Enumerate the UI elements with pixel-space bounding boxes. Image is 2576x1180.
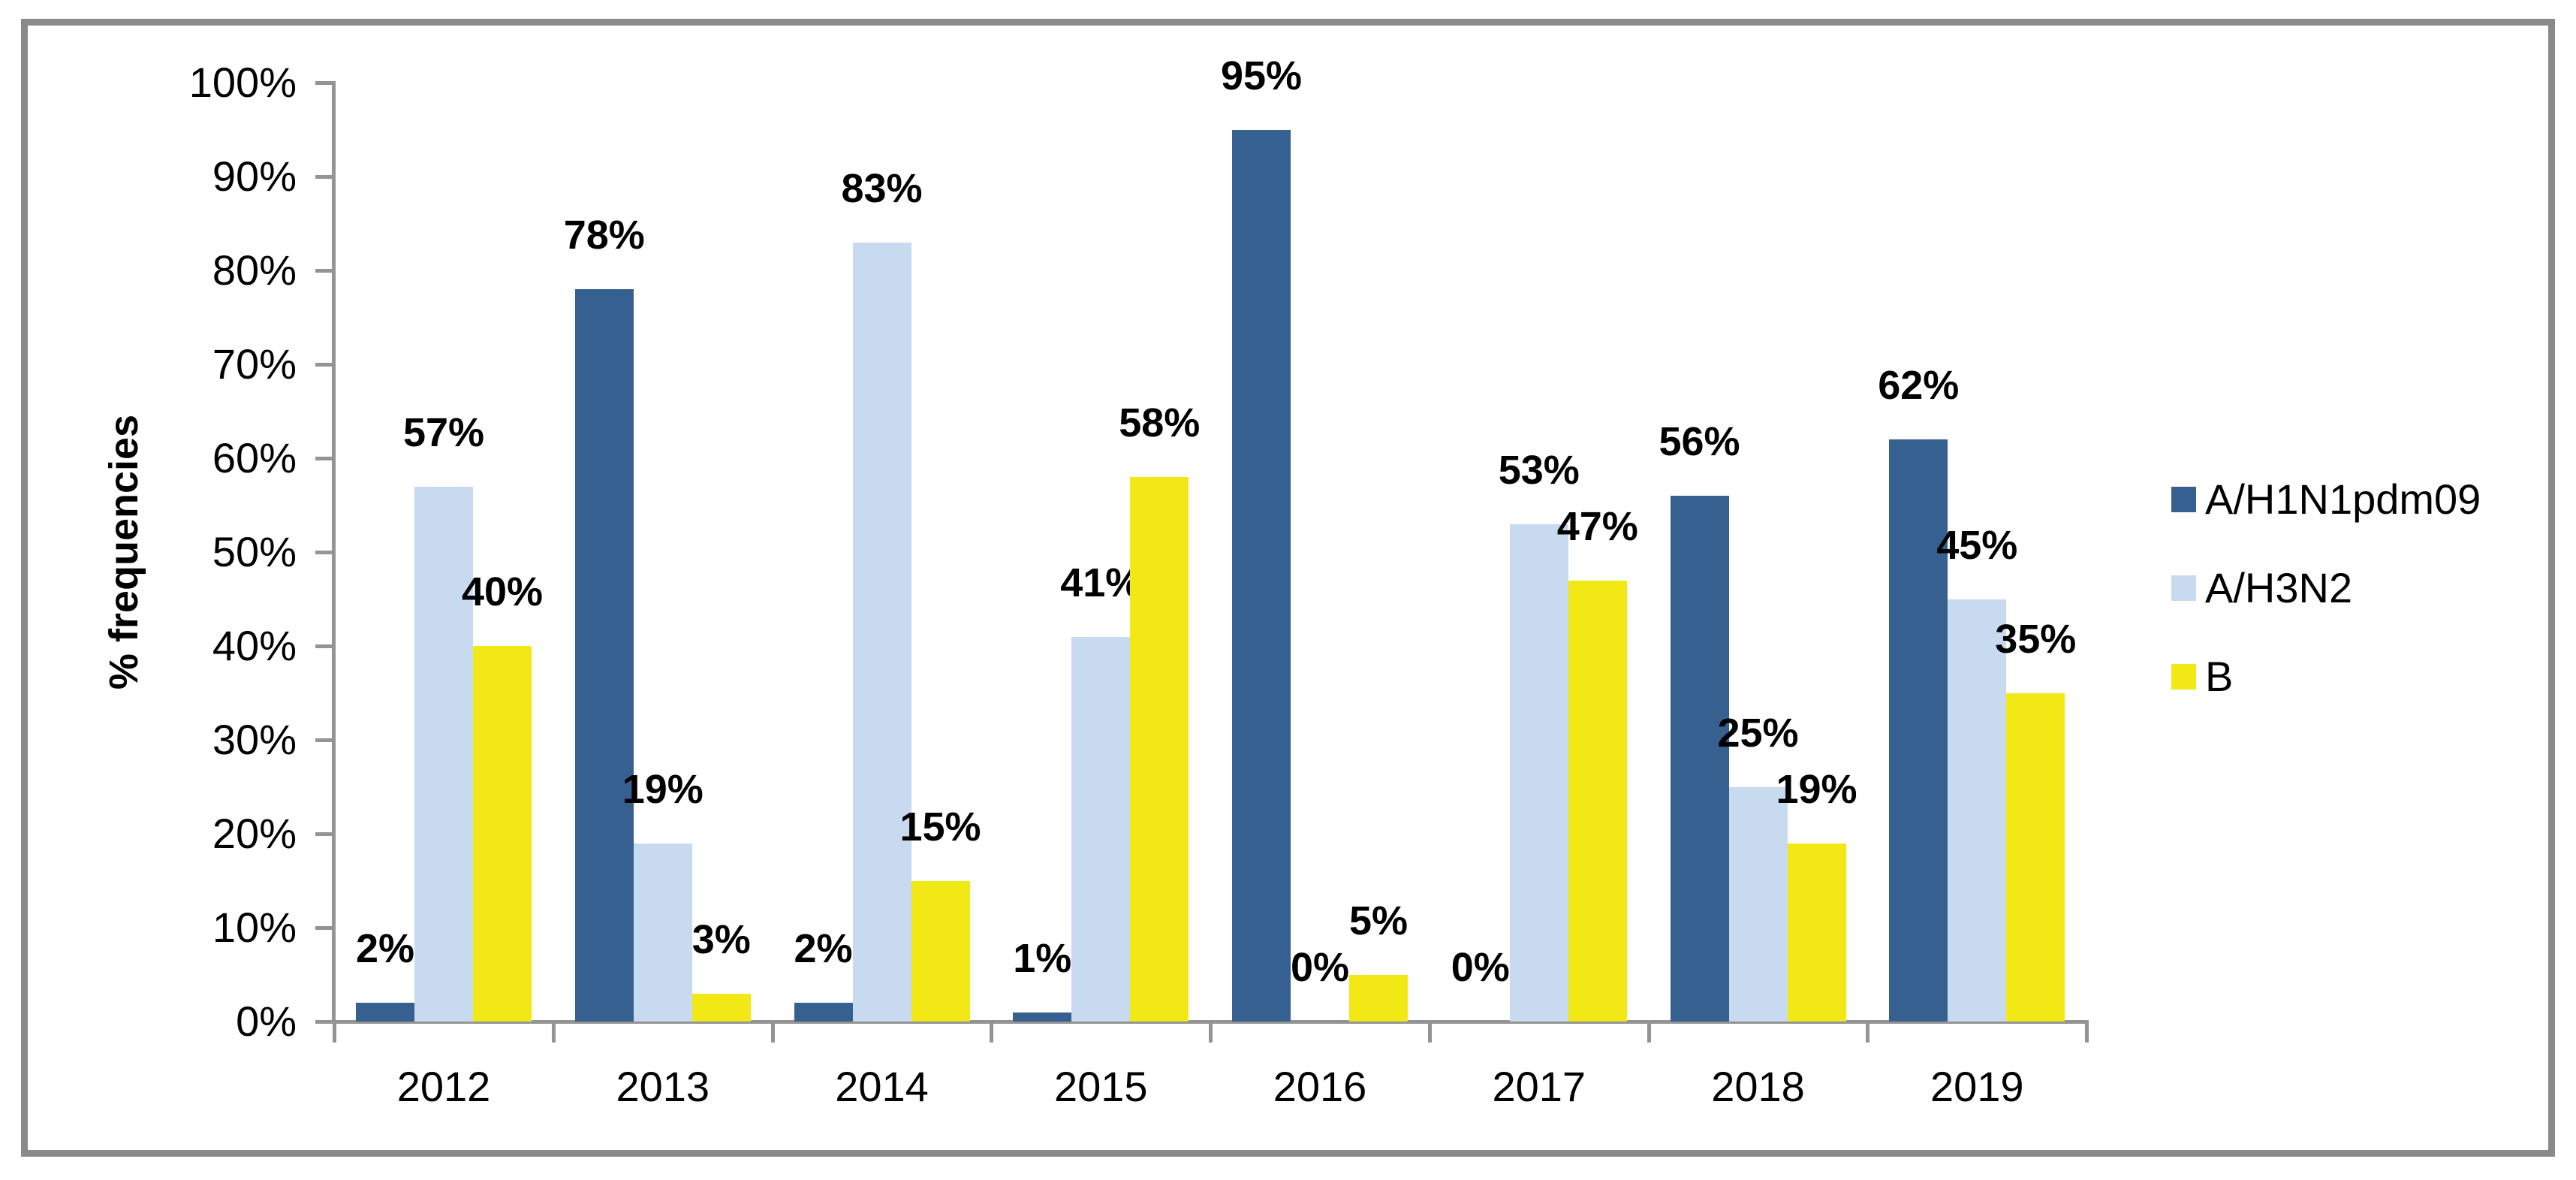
bar-a-h3n2-2014: [852, 242, 911, 1022]
bar-a-h3n2-2018: [1728, 786, 1788, 1022]
legend-swatch: [2171, 487, 2196, 512]
bar-a-h1n1pdm09-2012: [356, 1003, 414, 1022]
bar-value-label: 19%: [622, 766, 704, 812]
y-axis-tick: [315, 1020, 334, 1024]
x-axis-tick: [990, 1022, 994, 1043]
x-category-label: 2014: [835, 1063, 929, 1110]
x-axis-tick: [1427, 1022, 1432, 1043]
x-axis-tick: [1209, 1022, 1213, 1043]
bar-a-h1n1pdm09-2018: [1670, 496, 1729, 1022]
bar-a-h3n2-2015: [1071, 636, 1131, 1022]
y-axis-tick-label: 10%: [212, 904, 297, 951]
legend-label: A/H3N2: [2205, 564, 2353, 611]
legend-swatch: [2171, 575, 2196, 601]
bar-value-label: 57%: [402, 409, 485, 455]
bar-value-label: 25%: [1717, 710, 1799, 756]
bar-b-2016: [1349, 974, 1408, 1022]
y-axis-tick: [315, 926, 334, 930]
bar-a-h1n1pdm09-2016: [1232, 129, 1291, 1022]
bar-value-label: 3%: [691, 916, 751, 962]
bar-a-h3n2-2017: [1509, 524, 1568, 1022]
y-axis-tick-label: 30%: [212, 716, 297, 763]
bar-value-label: 41%: [1060, 560, 1142, 605]
y-axis-tick: [315, 363, 334, 367]
y-axis-tick: [315, 738, 334, 742]
bar-value-label: 83%: [841, 165, 923, 211]
y-axis-tick: [315, 832, 334, 836]
x-axis-tick: [551, 1022, 556, 1043]
bar-value-label: 47%: [1556, 503, 1638, 549]
bar-value-label: 2%: [794, 926, 853, 971]
y-axis-tick: [315, 457, 334, 460]
bar-value-label: 53%: [1498, 447, 1580, 493]
bar-b-2014: [911, 880, 970, 1022]
x-axis-tick: [770, 1022, 775, 1043]
y-axis-tick-label: 20%: [212, 810, 297, 857]
bar-a-h1n1pdm09-2013: [574, 289, 634, 1022]
bar-value-label: 62%: [1878, 363, 1960, 408]
y-axis-tick: [315, 551, 334, 554]
bar-b-2015: [1130, 477, 1189, 1022]
bar-b-2017: [1568, 580, 1627, 1022]
x-axis-tick: [333, 1022, 336, 1043]
bar-value-label: 1%: [1013, 935, 1072, 981]
legend-label: A/H1N1pdm09: [2205, 475, 2481, 523]
y-axis-tick-label: 50%: [212, 528, 297, 575]
x-category-label: 2015: [1053, 1063, 1148, 1110]
x-category-label: 2019: [1930, 1063, 2024, 1110]
x-axis-tick: [1647, 1022, 1651, 1043]
bar-value-label: 78%: [563, 213, 645, 258]
bar-value-label: 2%: [355, 926, 415, 971]
x-category-label: 2012: [396, 1063, 491, 1110]
x-category-label: 2013: [616, 1063, 710, 1110]
y-axis-tick: [315, 644, 334, 648]
y-axis-tick-label: 60%: [212, 434, 297, 481]
bar-value-label: 58%: [1119, 400, 1201, 445]
bar-a-h3n2-2019: [1948, 599, 2007, 1022]
bar-value-label: 5%: [1348, 898, 1409, 943]
bar-a-h1n1pdm09-2019: [1889, 439, 1948, 1022]
bar-value-label: 0%: [1451, 945, 1510, 990]
x-category-label: 2018: [1711, 1063, 1805, 1110]
bar-b-2013: [691, 993, 751, 1022]
y-axis-tick-label: 0%: [236, 997, 297, 1045]
bar-value-label: 56%: [1659, 419, 1740, 464]
y-axis-tick: [315, 269, 334, 273]
x-category-label: 2016: [1273, 1063, 1367, 1110]
bar-a-h1n1pdm09-2015: [1013, 1012, 1072, 1022]
x-category-label: 2017: [1492, 1063, 1586, 1110]
legend-label: B: [2205, 653, 2234, 700]
bar-value-label: 35%: [1995, 616, 2077, 662]
y-axis-tick: [315, 175, 334, 179]
bar-value-label: 40%: [461, 569, 544, 614]
bar-a-h1n1pdm09-2014: [794, 1003, 853, 1022]
y-axis-tick-label: 100%: [188, 59, 297, 106]
y-axis-tick-label: 90%: [212, 152, 297, 200]
y-axis-tick: [315, 81, 334, 85]
bar-value-label: 15%: [899, 804, 981, 850]
bar-value-label: 0%: [1290, 945, 1350, 990]
legend-swatch: [2171, 664, 2196, 690]
bar-b-2019: [2006, 693, 2065, 1022]
bar-b-2012: [473, 646, 532, 1022]
bar-value-label: 19%: [1776, 766, 1857, 812]
x-axis-tick: [2085, 1022, 2089, 1043]
y-axis-tick-label: 40%: [212, 622, 297, 669]
bar-a-h3n2-2013: [633, 843, 692, 1022]
bar-b-2018: [1787, 843, 1846, 1022]
y-axis-tick-label: 80%: [212, 246, 297, 294]
bar-a-h3n2-2012: [414, 486, 473, 1022]
y-axis-tick-label: 70%: [212, 340, 297, 388]
bar-value-label: 45%: [1936, 522, 2018, 568]
x-axis-tick: [1866, 1022, 1870, 1043]
bar-value-label: 95%: [1220, 53, 1303, 98]
